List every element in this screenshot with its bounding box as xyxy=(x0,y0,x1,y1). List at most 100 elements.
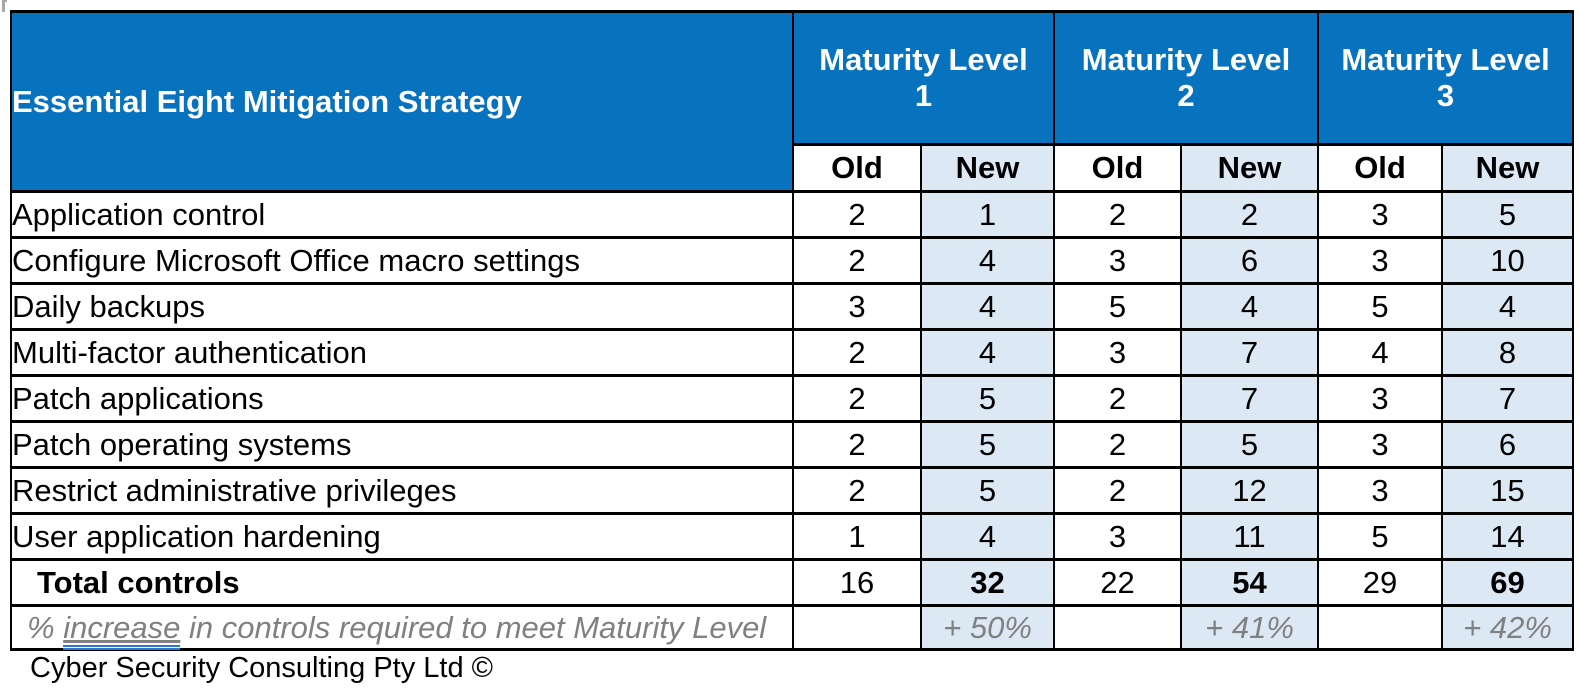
ml3-old-value: 3 xyxy=(1317,374,1444,423)
strategy-column-header: Essential Eight Mitigation Strategy xyxy=(10,10,794,193)
pct-text-after: in controls required to meet Maturity Le… xyxy=(180,609,767,645)
pct-underlined-word: increase xyxy=(63,609,181,650)
total-controls-label: Total controls xyxy=(10,558,794,607)
ml1-new-value: 5 xyxy=(919,466,1056,515)
strategy-name: Restrict administrative privileges xyxy=(10,466,794,515)
ml1-old-value: 2 xyxy=(792,328,922,377)
ml2-old-value: 2 xyxy=(1053,420,1183,469)
text-cursor-artifact xyxy=(2,0,7,12)
ml2-new-value: 11 xyxy=(1180,512,1320,561)
ml1-old-value: 2 xyxy=(792,374,922,423)
percent-increase-label: % increase in controls required to meet … xyxy=(10,604,794,651)
strategy-name: Patch applications xyxy=(10,374,794,423)
ml1-new-value: 1 xyxy=(919,190,1056,239)
ml3-new-pct: + 42% xyxy=(1441,604,1575,651)
strategy-name: User application hardening xyxy=(10,512,794,561)
ml1-old-value: 2 xyxy=(792,466,922,515)
ml1-new-value: 4 xyxy=(919,512,1056,561)
ml2-new-header: New xyxy=(1180,143,1320,193)
ml3-new-value: 4 xyxy=(1441,282,1575,331)
ml1-new-header: New xyxy=(919,143,1056,193)
table-row-application-control: Application control 2 1 2 2 3 5 xyxy=(10,190,1575,239)
ml2-old-value: 3 xyxy=(1053,236,1183,285)
ml3-old-value: 3 xyxy=(1317,190,1444,239)
table-row-patch-applications: Patch applications 2 5 2 7 3 7 xyxy=(10,374,1575,423)
table-row-user-app-hardening: User application hardening 1 4 3 11 5 14 xyxy=(10,512,1575,561)
ml2-new-pct: + 41% xyxy=(1180,604,1320,651)
ml2-new-value: 7 xyxy=(1180,328,1320,377)
ml2-old-value: 2 xyxy=(1053,190,1183,239)
ml3-old-total: 29 xyxy=(1317,558,1444,607)
ml2-old-value: 5 xyxy=(1053,282,1183,331)
ml3-new-total: 69 xyxy=(1441,558,1575,607)
ml1-old-value: 1 xyxy=(792,512,922,561)
ml2-old-value: 3 xyxy=(1053,328,1183,377)
maturity-level-3-header: Maturity Level 3 xyxy=(1317,10,1575,146)
copyright-footer: Cyber Security Consulting Pty Ltd © xyxy=(30,652,494,684)
ml1-old-value: 2 xyxy=(792,190,922,239)
table-row-patch-os: Patch operating systems 2 5 2 5 3 6 xyxy=(10,420,1575,469)
ml1-new-value: 4 xyxy=(919,236,1056,285)
ml2-new-value: 6 xyxy=(1180,236,1320,285)
ml1-old-value: 3 xyxy=(792,282,922,331)
ml3-new-value: 10 xyxy=(1441,236,1575,285)
maturity-level-2-header: Maturity Level 2 xyxy=(1053,10,1320,146)
essential-eight-table: Essential Eight Mitigation Strategy Matu… xyxy=(10,10,1575,651)
ml1-new-value: 4 xyxy=(919,282,1056,331)
strategy-name: Patch operating systems xyxy=(10,420,794,469)
ml2-new-value: 2 xyxy=(1180,190,1320,239)
ml2-new-value: 5 xyxy=(1180,420,1320,469)
table-row-macro-settings: Configure Microsoft Office macro setting… xyxy=(10,236,1575,285)
maturity-level-1-number: 1 xyxy=(914,78,933,113)
ml2-old-value: 2 xyxy=(1053,374,1183,423)
ml3-old-value: 3 xyxy=(1317,236,1444,285)
strategy-name: Application control xyxy=(10,190,794,239)
ml2-new-value: 4 xyxy=(1180,282,1320,331)
table-row-mfa: Multi-factor authentication 2 4 3 7 4 8 xyxy=(10,328,1575,377)
ml3-new-value: 6 xyxy=(1441,420,1575,469)
ml2-new-total: 54 xyxy=(1180,558,1320,607)
ml2-old-total: 22 xyxy=(1053,558,1183,607)
ml2-old-value: 3 xyxy=(1053,512,1183,561)
ml3-new-value: 15 xyxy=(1441,466,1575,515)
maturity-level-3-label: Maturity Level xyxy=(1341,42,1550,78)
table-row-daily-backups: Daily backups 3 4 5 4 5 4 xyxy=(10,282,1575,331)
ml2-old-header: Old xyxy=(1053,143,1183,193)
ml3-old-pct-empty xyxy=(1317,604,1444,651)
ml3-old-header: Old xyxy=(1317,143,1444,193)
table-row-percent-increase: % increase in controls required to meet … xyxy=(10,604,1575,651)
old-new-subheader-row: Old New Old New Old New xyxy=(11,143,1575,193)
ml2-new-value: 7 xyxy=(1180,374,1320,423)
ml1-old-total: 16 xyxy=(792,558,922,607)
ml3-old-value: 5 xyxy=(1317,282,1444,331)
table-row-restrict-admin: Restrict administrative privileges 2 5 2… xyxy=(10,466,1575,515)
ml1-old-value: 2 xyxy=(792,420,922,469)
maturity-level-3-number: 3 xyxy=(1436,78,1455,113)
ml3-old-value: 3 xyxy=(1317,466,1444,515)
ml3-old-value: 5 xyxy=(1317,512,1444,561)
maturity-level-1-label: Maturity Level xyxy=(819,42,1028,78)
ml1-new-total: 32 xyxy=(919,558,1056,607)
strategy-name: Configure Microsoft Office macro setting… xyxy=(10,236,794,285)
ml3-new-value: 14 xyxy=(1441,512,1575,561)
ml2-old-pct-empty xyxy=(1053,604,1183,651)
ml3-new-header: New xyxy=(1441,143,1575,193)
table-row-total-controls: Total controls 16 32 22 54 29 69 xyxy=(10,558,1575,607)
maturity-level-2-number: 2 xyxy=(1177,78,1195,113)
strategy-name: Multi-factor authentication xyxy=(10,328,794,377)
ml3-old-value: 3 xyxy=(1317,420,1444,469)
ml3-new-value: 7 xyxy=(1441,374,1575,423)
ml2-new-value: 12 xyxy=(1180,466,1320,515)
maturity-level-1-header: Maturity Level 1 xyxy=(791,10,1056,146)
ml3-new-value: 5 xyxy=(1441,190,1575,239)
ml1-new-value: 4 xyxy=(919,328,1056,377)
pct-text-before: % xyxy=(27,609,64,645)
ml1-new-pct: + 50% xyxy=(919,604,1056,651)
ml1-old-header: Old xyxy=(792,143,922,193)
ml1-new-value: 5 xyxy=(919,374,1056,423)
ml3-new-value: 8 xyxy=(1441,328,1575,377)
maturity-header-row: Essential Eight Mitigation Strategy Matu… xyxy=(10,10,1575,193)
ml3-old-value: 4 xyxy=(1317,328,1444,377)
ml1-old-value: 2 xyxy=(792,236,922,285)
ml1-old-pct-empty xyxy=(792,604,922,651)
